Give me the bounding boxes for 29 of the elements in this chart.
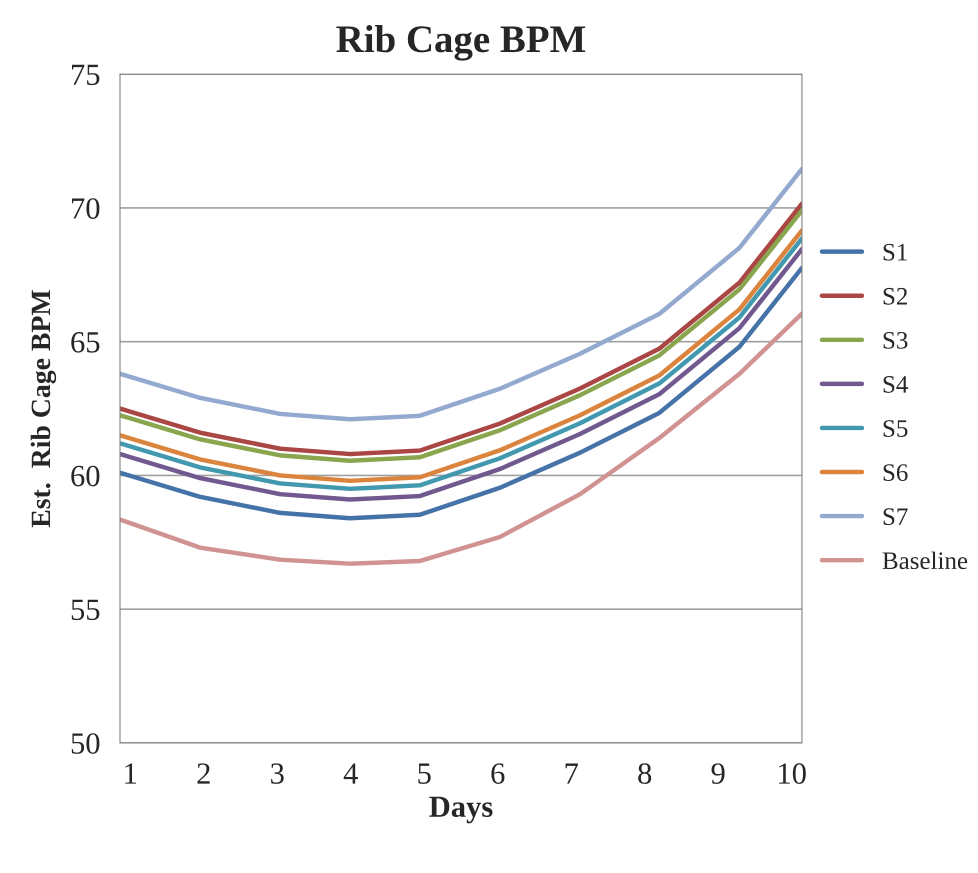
y-tick-label: 70 — [72, 198, 100, 219]
line-series — [120, 166, 802, 422]
y-tick-label: 75 — [72, 64, 100, 86]
legend-label: S4 — [884, 376, 908, 393]
legend-label: S1 — [884, 244, 907, 261]
legend-label: S7 — [884, 508, 908, 526]
y-axis-title: Est. Rib Cage BPM — [30, 290, 56, 528]
x-tick-label: 7 — [566, 764, 578, 784]
y-tick-label: 50 — [72, 733, 100, 754]
y-tick-label: 55 — [72, 600, 100, 620]
x-axis-title: Days — [429, 796, 492, 824]
x-tick-label: 6 — [491, 763, 504, 784]
legend-label: S3 — [884, 332, 908, 349]
line-series — [120, 311, 802, 566]
x-tick-label: 2 — [197, 763, 210, 784]
x-tick-label: 3 — [271, 763, 284, 784]
x-tick-label: 8 — [638, 763, 652, 784]
y-tick-label: 65 — [71, 332, 100, 353]
legend-label: S6 — [884, 464, 908, 482]
legend-label: S2 — [884, 288, 907, 305]
legend-label: S5 — [884, 420, 908, 437]
x-tick-label: 4 — [344, 763, 358, 784]
x-tick-label: 1 — [125, 763, 136, 784]
x-tick-label: 9 — [712, 763, 725, 784]
x-tick-label: 5 — [418, 764, 431, 784]
x-tick-label: 10 — [779, 763, 806, 784]
y-tick-label: 60 — [71, 466, 100, 486]
chart-title: Rib Cage BPM — [336, 25, 586, 61]
legend-label: Baseline — [882, 552, 968, 570]
